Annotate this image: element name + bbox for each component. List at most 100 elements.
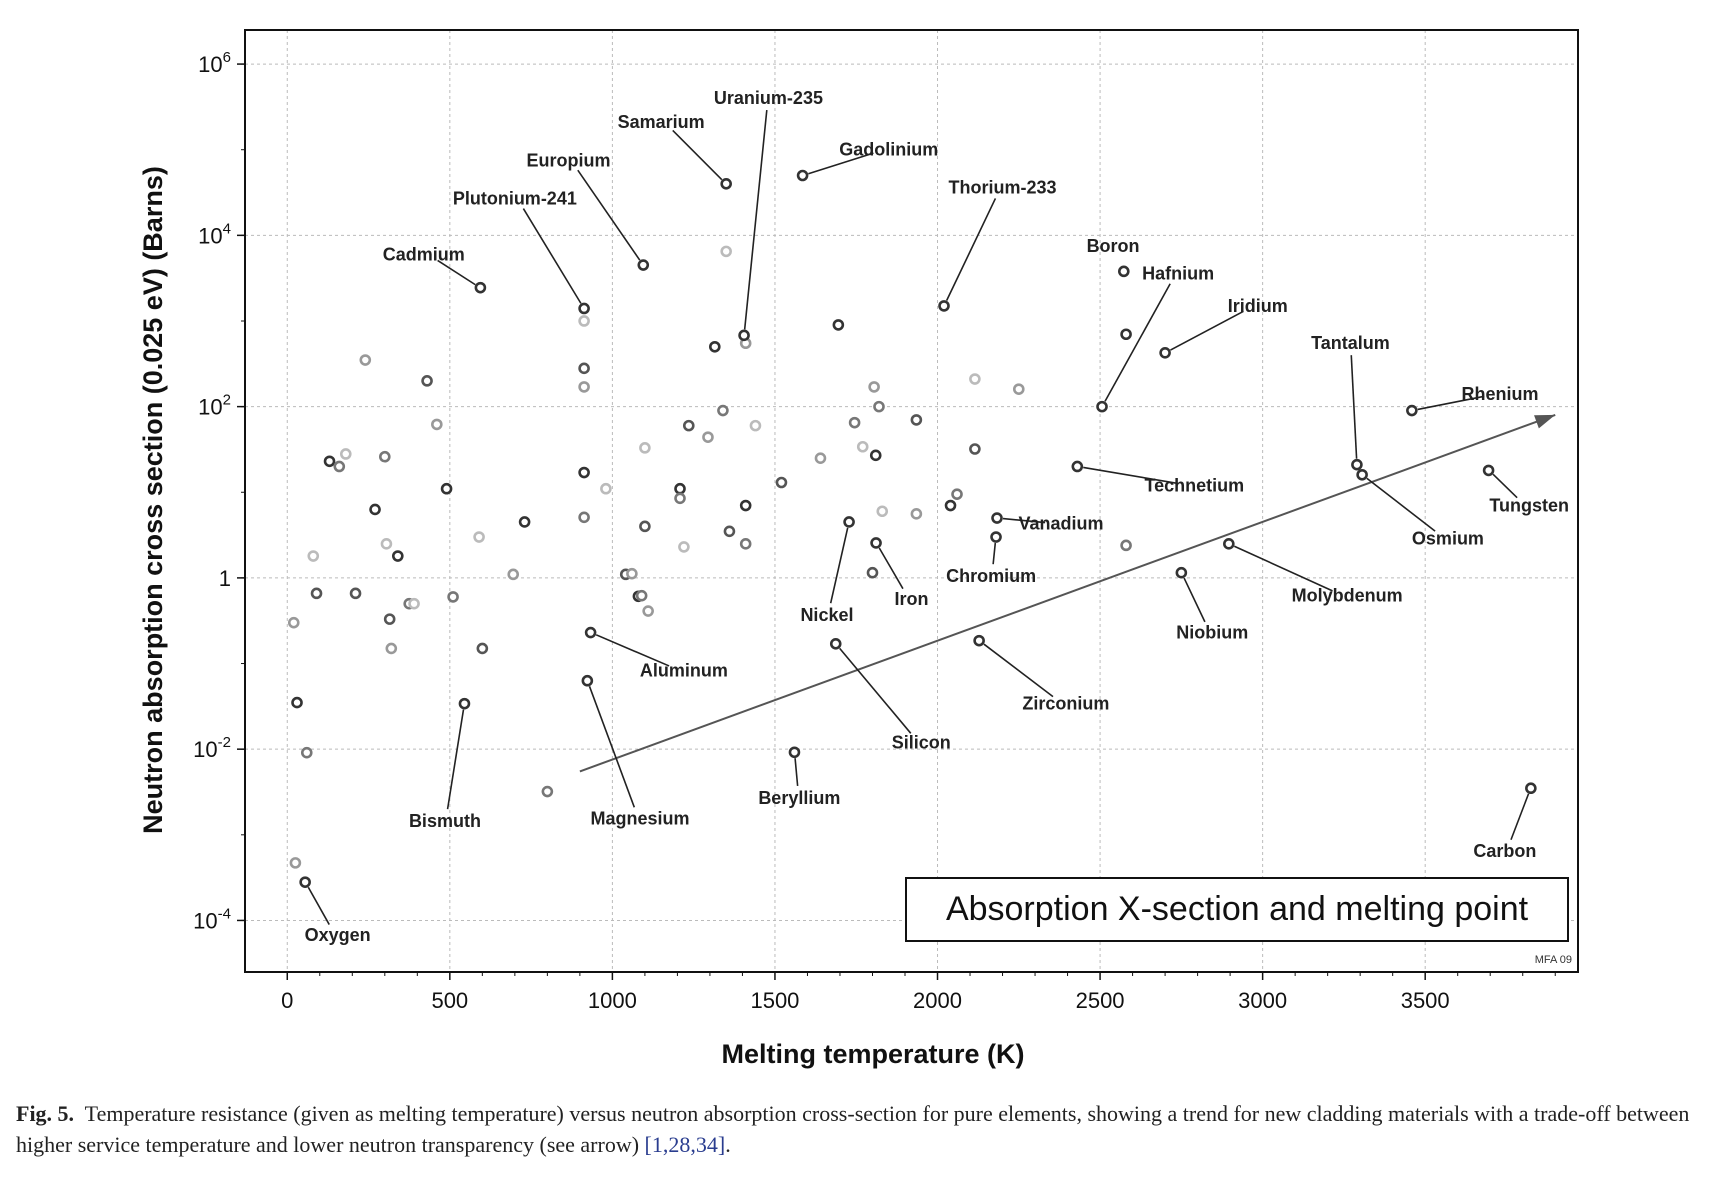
- data-point: [307, 550, 320, 562]
- trend-arrow: [579, 413, 1556, 773]
- leader-line: [1083, 466, 1179, 485]
- grid: [245, 30, 1578, 972]
- leader-line: [588, 686, 636, 808]
- point-label-hafnium: Hafnium: [1142, 263, 1214, 283]
- annotation-box: Absorption X-section and melting point: [905, 877, 1569, 942]
- leader-line: [808, 152, 874, 175]
- data-point: [600, 482, 612, 495]
- point-labels: Uranium-235 Samarium Gadolinium Europium Tho…: [305, 88, 1569, 945]
- caption-references[interactable]: [1,28,34]: [644, 1132, 726, 1157]
- x-tick-label: 1500: [750, 988, 799, 1013]
- point-label-samarium: Samarium: [618, 112, 705, 132]
- data-point-chromium: [990, 531, 1002, 543]
- y-axis-title: Neutron absorption cross section (0.025 …: [138, 166, 168, 834]
- data-point-gadolinium: [796, 169, 809, 182]
- axes: 0 500 1000 1500 2000 2500 3000 3500 10-4 10-2 1 102…: [193, 29, 1579, 1013]
- x-tick-label: 3000: [1238, 988, 1287, 1013]
- data-point: [717, 404, 729, 417]
- data-point-zirconium: [973, 634, 985, 647]
- data-point: [702, 431, 714, 443]
- data-point: [380, 538, 393, 550]
- data-point: [720, 245, 732, 258]
- data-point-tungsten: [1482, 464, 1495, 477]
- data-point: [431, 418, 443, 431]
- leader-line: [1104, 283, 1171, 402]
- point-label-plutonium-241: Plutonium-241: [453, 188, 577, 208]
- data-point: [369, 503, 381, 516]
- data-point: [1120, 328, 1132, 341]
- caption-text: Temperature resistance (given as melting…: [16, 1101, 1690, 1157]
- y-tick-label: 10-2: [193, 734, 231, 762]
- data-point-silicon: [829, 637, 842, 650]
- point-label-thorium-233: Thorium-233: [949, 178, 1057, 198]
- data-point: [578, 466, 590, 479]
- data-point: [639, 520, 651, 533]
- leader-line: [446, 709, 465, 810]
- point-label-chromium: Chromium: [946, 566, 1036, 586]
- data-point: [359, 354, 372, 366]
- data-point-niobium: [1175, 566, 1188, 579]
- point-label-iridium: Iridium: [1228, 296, 1288, 316]
- point-label-bismuth: Bismuth: [409, 811, 481, 831]
- leader-line: [794, 758, 799, 787]
- point-label-niobium: Niobium: [1176, 623, 1248, 643]
- data-point: [866, 566, 879, 579]
- data-point: [385, 642, 398, 655]
- data-point: [291, 696, 303, 709]
- data-point: [578, 511, 590, 524]
- leader-line: [1492, 473, 1518, 499]
- data-point: [969, 373, 981, 385]
- point-label-zirconium: Zirconium: [1022, 694, 1109, 714]
- data-point-vanadium: [991, 512, 1003, 524]
- data-point: [287, 616, 300, 629]
- point-label-gadolinium: Gadolinium: [839, 140, 938, 160]
- data-point: [876, 505, 889, 518]
- data-point: [289, 857, 302, 869]
- data-point-bismuth: [458, 697, 471, 710]
- leader-line: [1233, 545, 1333, 592]
- point-label-magnesium: Magnesium: [591, 809, 690, 829]
- data-point: [626, 567, 638, 580]
- data-point: [749, 419, 762, 432]
- data-points: [287, 169, 1537, 888]
- caption-label: Fig. 5.: [16, 1101, 75, 1126]
- data-point: [447, 591, 459, 603]
- data-point: [1120, 539, 1132, 552]
- leader-line: [983, 643, 1054, 698]
- point-label-nickel: Nickel: [800, 605, 853, 625]
- data-point: [848, 416, 861, 429]
- data-point-boron: [1118, 265, 1130, 278]
- data-point: [723, 525, 736, 538]
- scatter-chart: 0 500 1000 1500 2000 2500 3000 3500 10-4 10-2 1 102…: [138, 29, 1579, 1069]
- data-point: [674, 492, 686, 505]
- leader-line: [1510, 793, 1530, 841]
- x-tick-label: 0: [281, 988, 293, 1013]
- leader-line: [577, 169, 641, 261]
- data-point: [473, 531, 485, 543]
- data-point: [578, 381, 590, 393]
- y-tick-label: 10-4: [193, 905, 231, 933]
- point-label-oxygen: Oxygen: [305, 925, 371, 945]
- data-point: [642, 605, 654, 617]
- leader-line: [878, 547, 904, 590]
- credit-mark: MFA 09: [1535, 954, 1572, 966]
- data-point-oxygen: [299, 876, 311, 888]
- data-point: [349, 587, 362, 600]
- point-label-tantalum: Tantalum: [1311, 333, 1390, 353]
- data-point: [300, 746, 313, 759]
- data-point: [421, 375, 433, 387]
- data-point-osmium: [1356, 468, 1368, 481]
- y-tick-label: 1: [219, 566, 231, 591]
- y-tick-label: 102: [198, 392, 231, 420]
- data-point: [310, 587, 323, 600]
- data-point-rhenium: [1406, 404, 1418, 417]
- x-tick-label: 3500: [1401, 988, 1450, 1013]
- data-point: [639, 442, 651, 454]
- point-label-carbon: Carbon: [1473, 841, 1536, 861]
- data-point: [578, 315, 590, 327]
- leader-line: [437, 259, 476, 286]
- leader-line: [1183, 577, 1206, 623]
- data-point-magnesium: [581, 674, 594, 687]
- point-label-rhenium: Rhenium: [1461, 384, 1538, 404]
- point-label-technetium: Technetium: [1145, 475, 1245, 495]
